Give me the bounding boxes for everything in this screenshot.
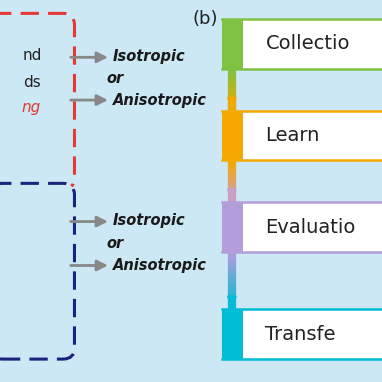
Text: Isotropic: Isotropic xyxy=(113,213,185,228)
Bar xyxy=(222,309,382,359)
Bar xyxy=(222,202,243,252)
Bar xyxy=(222,202,382,252)
Text: Collectio: Collectio xyxy=(265,34,350,53)
Text: ds: ds xyxy=(24,74,41,90)
Bar xyxy=(222,19,382,69)
FancyBboxPatch shape xyxy=(0,183,74,359)
Text: Learn: Learn xyxy=(265,126,320,145)
Bar xyxy=(222,111,243,160)
Bar xyxy=(222,111,382,160)
Text: Anisotropic: Anisotropic xyxy=(113,92,207,108)
Text: Evaluatio: Evaluatio xyxy=(265,218,356,237)
Text: Transfe: Transfe xyxy=(265,325,336,344)
Text: Isotropic: Isotropic xyxy=(113,49,185,64)
FancyBboxPatch shape xyxy=(0,13,74,189)
Text: ng: ng xyxy=(22,100,41,115)
Text: Anisotropic: Anisotropic xyxy=(113,258,207,273)
Bar xyxy=(222,19,243,69)
Text: (b): (b) xyxy=(193,10,219,28)
Text: or: or xyxy=(106,71,123,86)
Bar xyxy=(222,309,243,359)
Text: or: or xyxy=(106,236,123,251)
Text: nd: nd xyxy=(23,48,42,63)
